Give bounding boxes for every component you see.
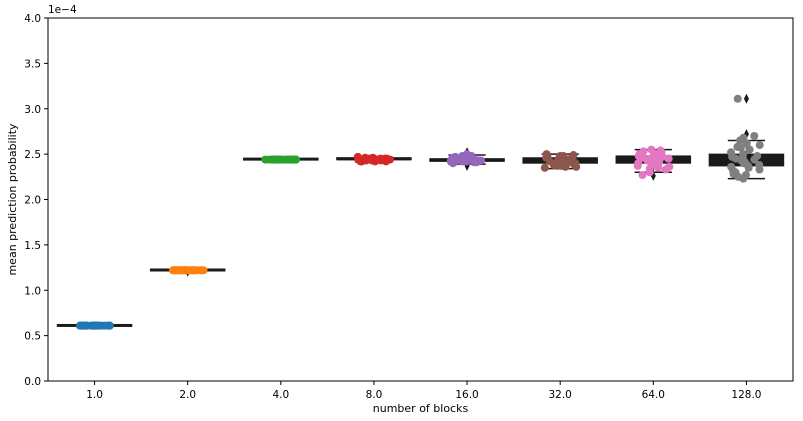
data-point (269, 155, 278, 164)
data-point (639, 152, 648, 161)
strip-group-8.0 (353, 152, 394, 166)
x-tick-label: 8.0 (366, 389, 383, 401)
data-point (645, 164, 654, 173)
outlier-marker (743, 93, 749, 104)
data-point (728, 152, 737, 161)
y-tick-label: 1.0 (24, 285, 41, 297)
x-tick-label: 64.0 (642, 389, 665, 401)
data-point (105, 321, 114, 330)
data-point (458, 157, 467, 166)
data-point (755, 141, 764, 150)
data-point (755, 165, 764, 174)
data-point (654, 157, 663, 166)
data-point (188, 266, 197, 275)
data-point (543, 153, 552, 162)
data-point (540, 163, 549, 172)
data-point (560, 157, 569, 166)
data-point (291, 155, 300, 164)
data-point (475, 156, 484, 165)
data-point (381, 155, 390, 164)
data-point (553, 161, 562, 170)
data-point (566, 154, 575, 163)
x-tick-label: 16.0 (455, 389, 478, 401)
y-tick-label: 0.0 (24, 376, 41, 388)
data-point (733, 142, 742, 151)
x-tick-label: 2.0 (179, 389, 196, 401)
data-point (572, 162, 581, 171)
x-tick-label: 4.0 (272, 389, 289, 401)
strip-group-32.0 (540, 150, 581, 172)
strip-group-16.0 (446, 150, 486, 168)
data-point (750, 155, 759, 164)
data-point (467, 151, 476, 160)
data-point (739, 174, 748, 183)
x-tick-label: 1.0 (86, 389, 103, 401)
data-point (745, 145, 754, 154)
y-axis-label: mean prediction probability (6, 123, 19, 276)
strip-group-4.0 (261, 155, 301, 164)
data-point (180, 266, 189, 275)
y-tick-label: 1.5 (24, 240, 41, 252)
data-point (664, 154, 673, 163)
data-point (168, 266, 177, 275)
data-point (80, 321, 89, 330)
y-tick-label: 2.0 (24, 195, 41, 207)
data-point (727, 162, 736, 171)
data-point (449, 154, 458, 163)
strip-group-1.0 (75, 321, 114, 330)
strip-group-128.0 (727, 94, 764, 183)
x-tick-label: 32.0 (548, 389, 571, 401)
data-point (738, 153, 747, 162)
plot-marks (56, 93, 785, 330)
y-axis: 0.0 0.5 1.0 1.5 2.0 2.5 3.0 3.5 4.0 (24, 13, 48, 388)
y-axis-scale-label: 1e−4 (48, 4, 77, 16)
data-point (744, 161, 753, 170)
data-point (261, 155, 270, 164)
data-point (750, 131, 759, 140)
data-point (739, 133, 748, 142)
data-point (92, 321, 101, 330)
data-point (284, 155, 293, 164)
data-point (371, 157, 380, 166)
plot-frame (47, 17, 794, 382)
y-tick-label: 3.5 (24, 58, 41, 70)
data-point (665, 162, 674, 171)
x-axis: 1.0 2.0 4.0 8.0 16.0 32.0 64.0 128.0 (86, 381, 761, 401)
x-axis-label: number of blocks (373, 402, 469, 415)
y-tick-label: 3.0 (24, 104, 41, 116)
data-point (649, 149, 658, 158)
y-tick-label: 0.5 (24, 331, 41, 343)
strip-group-2.0 (168, 266, 208, 275)
data-point (358, 156, 367, 165)
y-tick-label: 4.0 (24, 13, 41, 25)
data-point (729, 170, 738, 179)
data-point (638, 170, 647, 179)
data-point (634, 159, 643, 168)
y-tick-label: 2.5 (24, 149, 41, 161)
strip-group-64.0 (633, 145, 674, 179)
data-point (733, 94, 742, 103)
x-tick-label: 128.0 (731, 389, 761, 401)
